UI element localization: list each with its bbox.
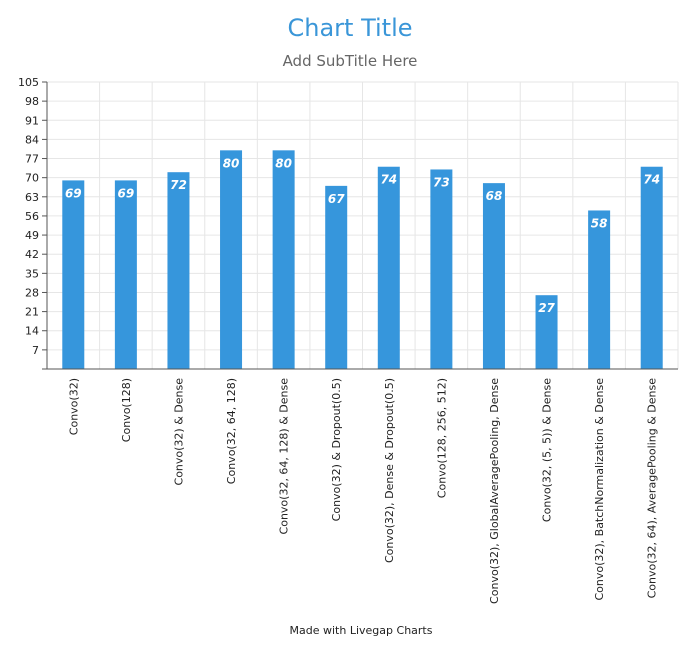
y-tick-label: 84 <box>25 133 39 146</box>
y-tick-label: 21 <box>25 306 39 319</box>
data-label: 58 <box>591 216 608 230</box>
y-tick-label: 14 <box>25 325 39 338</box>
data-label: 68 <box>486 189 503 203</box>
data-label: 27 <box>538 301 555 315</box>
y-tick-label: 91 <box>25 114 39 127</box>
y-tick-label: 98 <box>25 95 39 108</box>
x-tick-label: Convo(32, 64, 128) <box>225 378 238 484</box>
x-tick-label: Convo(32, 64), AveragePooling & Dense <box>646 378 659 599</box>
y-tick-label: 28 <box>25 286 39 299</box>
x-tick-label: Convo(32), GlobalAveragePooling, Dense <box>488 378 501 604</box>
bar <box>220 150 243 369</box>
y-tick-label: 35 <box>25 267 39 280</box>
y-tick-label: 7 <box>32 344 39 357</box>
x-tick-label: Convo(32), BatchNormalization & Dense <box>593 378 606 601</box>
credit-text: Made with Livegap Charts <box>290 624 433 637</box>
y-tick-label: 105 <box>18 76 39 89</box>
chart-title: Chart Title <box>287 14 412 42</box>
bar <box>430 169 453 369</box>
bar <box>114 180 137 369</box>
axes: 7 14 21 28 35 42 49 56 63 70 77 84 91 98 105 Convo(32) C… <box>18 76 678 604</box>
bars <box>62 150 663 369</box>
data-labels: 69 69 72 80 80 67 74 73 68 27 58 74 <box>65 156 660 315</box>
data-label: 69 <box>118 186 135 200</box>
x-tick-label: Convo(128, 256, 512) <box>435 378 448 498</box>
y-tick-label: 63 <box>25 191 39 204</box>
chart-subtitle: Add SubTitle Here <box>283 52 418 70</box>
data-label: 72 <box>170 178 187 192</box>
data-label: 74 <box>380 173 397 187</box>
data-label: 80 <box>223 156 240 170</box>
bar <box>588 210 611 369</box>
bar <box>325 185 348 369</box>
y-tick-label: 70 <box>25 172 39 185</box>
bar <box>535 295 558 369</box>
x-tick-label: Convo(32) & Dense <box>172 378 185 486</box>
bar <box>272 150 295 369</box>
y-tick-label: 56 <box>25 210 39 223</box>
x-tick-label: Convo(32, (5, 5)) & Dense <box>541 378 554 522</box>
x-tick-label: Convo(32) & Dropout(0.5) <box>330 378 343 521</box>
grid-lines <box>46 81 679 369</box>
data-label: 73 <box>433 175 450 189</box>
data-label: 74 <box>643 173 660 187</box>
data-label: 67 <box>328 192 345 206</box>
y-tick-label: 77 <box>25 153 39 166</box>
x-tick-label: Convo(32), Dense & Dropout(0.5) <box>383 378 396 563</box>
x-tick-label: Convo(128) <box>120 378 133 442</box>
bar <box>377 166 400 369</box>
bar <box>62 180 85 369</box>
bar <box>640 166 663 369</box>
data-label: 80 <box>275 156 292 170</box>
bar <box>482 183 505 369</box>
bar <box>167 172 190 369</box>
y-tick-label: 42 <box>25 248 39 261</box>
x-tick-label: Convo(32, 64, 128) & Dense <box>278 378 291 535</box>
x-tick-label: Convo(32) <box>67 378 80 435</box>
data-label: 69 <box>65 186 82 200</box>
y-tick-label: 49 <box>25 229 39 242</box>
